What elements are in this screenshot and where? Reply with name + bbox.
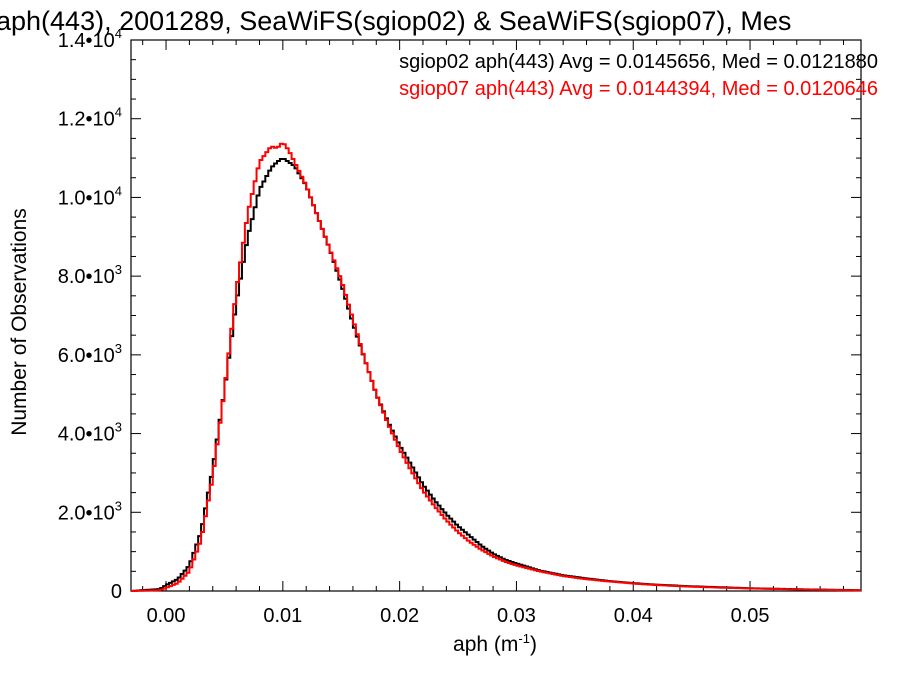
y-tick-label: 4.0•103	[58, 420, 122, 446]
x-tick-label: 0.05	[731, 605, 770, 627]
series-line-0	[131, 158, 861, 592]
x-tick-label: 0.02	[380, 605, 419, 627]
plot-frame	[130, 39, 862, 592]
x-tick-label: 0.04	[614, 605, 653, 627]
series-line-1	[131, 142, 861, 592]
x-tick-label: 0.00	[147, 605, 186, 627]
x-tick-label: 0.01	[263, 605, 302, 627]
y-tick-label: 1.0•104	[58, 183, 122, 209]
y-tick-label: 1.4•104	[58, 26, 122, 52]
legend-entry-sgiop02: sgiop02 aph(443) Avg = 0.0145656, Med = …	[399, 51, 878, 73]
x-axis-label: aph (m-1)	[453, 631, 537, 656]
y-tick-label: 2.0•103	[58, 498, 122, 524]
x-tick-label: 0.03	[497, 605, 536, 627]
chart-title: aph(443), 2001289, SeaWiFS(sgiop02) & Se…	[0, 6, 792, 36]
y-tick-label: 0	[111, 581, 122, 603]
legend-entry-sgiop07: sgiop07 aph(443) Avg = 0.0144394, Med = …	[399, 78, 878, 100]
y-tick-label: 1.2•104	[58, 105, 122, 131]
y-tick-label: 6.0•103	[58, 341, 122, 367]
y-tick-label: 8.0•103	[58, 262, 122, 288]
